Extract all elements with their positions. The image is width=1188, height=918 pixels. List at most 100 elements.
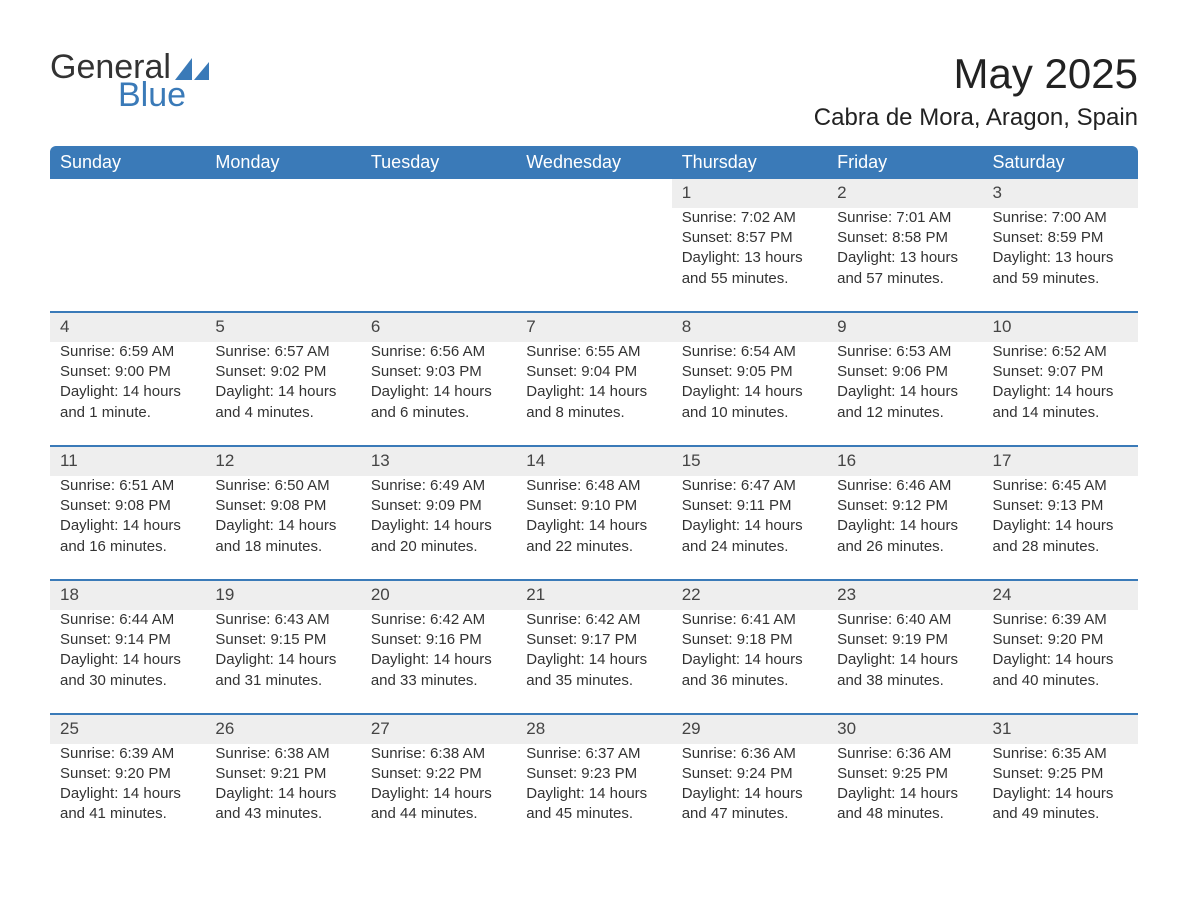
day-info-cell: Sunrise: 6:52 AMSunset: 9:07 PMDaylight:…	[983, 342, 1138, 446]
daylight-text-line1: Daylight: 14 hours	[526, 382, 661, 402]
daylight-text-line2: and 20 minutes.	[371, 537, 506, 557]
day-number-cell: 22	[672, 580, 827, 610]
sunrise-text: Sunrise: 6:47 AM	[682, 476, 817, 496]
sunset-text: Sunset: 9:08 PM	[215, 496, 350, 516]
day-info-cell: Sunrise: 6:42 AMSunset: 9:17 PMDaylight:…	[516, 610, 671, 714]
daylight-text-line2: and 28 minutes.	[993, 537, 1128, 557]
daylight-text-line2: and 55 minutes.	[682, 269, 817, 289]
daylight-text-line2: and 24 minutes.	[682, 537, 817, 557]
sunrise-text: Sunrise: 6:37 AM	[526, 744, 661, 764]
day-number-cell: 16	[827, 446, 982, 476]
daylight-text-line1: Daylight: 14 hours	[215, 516, 350, 536]
sunrise-text: Sunrise: 7:02 AM	[682, 208, 817, 228]
sunrise-text: Sunrise: 6:48 AM	[526, 476, 661, 496]
sunrise-text: Sunrise: 6:59 AM	[60, 342, 195, 362]
sunrise-text: Sunrise: 6:40 AM	[837, 610, 972, 630]
daylight-text-line1: Daylight: 14 hours	[682, 516, 817, 536]
sunrise-text: Sunrise: 6:38 AM	[215, 744, 350, 764]
sunset-text: Sunset: 9:04 PM	[526, 362, 661, 382]
daylight-text-line1: Daylight: 14 hours	[837, 516, 972, 536]
sunset-text: Sunset: 9:07 PM	[993, 362, 1128, 382]
daylight-text-line2: and 6 minutes.	[371, 403, 506, 423]
daynum-row: 25262728293031	[50, 714, 1138, 744]
daylight-text-line1: Daylight: 14 hours	[682, 784, 817, 804]
daylight-text-line1: Daylight: 14 hours	[215, 650, 350, 670]
day-number-cell: 9	[827, 312, 982, 342]
sunset-text: Sunset: 9:16 PM	[371, 630, 506, 650]
day-info-cell: Sunrise: 6:36 AMSunset: 9:24 PMDaylight:…	[672, 744, 827, 847]
daylight-text-line2: and 30 minutes.	[60, 671, 195, 691]
info-row: Sunrise: 6:39 AMSunset: 9:20 PMDaylight:…	[50, 744, 1138, 847]
sunrise-text: Sunrise: 6:55 AM	[526, 342, 661, 362]
day-info-cell: Sunrise: 6:40 AMSunset: 9:19 PMDaylight:…	[827, 610, 982, 714]
weekday-header: Thursday	[672, 146, 827, 179]
day-number-cell: 31	[983, 714, 1138, 744]
daylight-text-line2: and 10 minutes.	[682, 403, 817, 423]
daylight-text-line2: and 1 minute.	[60, 403, 195, 423]
day-number-cell: 1	[672, 179, 827, 208]
daylight-text-line2: and 31 minutes.	[215, 671, 350, 691]
day-info-cell: Sunrise: 6:43 AMSunset: 9:15 PMDaylight:…	[205, 610, 360, 714]
info-row: Sunrise: 7:02 AMSunset: 8:57 PMDaylight:…	[50, 208, 1138, 312]
sunset-text: Sunset: 9:22 PM	[371, 764, 506, 784]
sunrise-text: Sunrise: 6:42 AM	[371, 610, 506, 630]
daylight-text-line1: Daylight: 14 hours	[371, 516, 506, 536]
info-row: Sunrise: 6:59 AMSunset: 9:00 PMDaylight:…	[50, 342, 1138, 446]
sunrise-text: Sunrise: 6:41 AM	[682, 610, 817, 630]
daylight-text-line2: and 14 minutes.	[993, 403, 1128, 423]
daylight-text-line1: Daylight: 14 hours	[60, 784, 195, 804]
daylight-text-line1: Daylight: 14 hours	[837, 650, 972, 670]
sunset-text: Sunset: 9:25 PM	[837, 764, 972, 784]
sunset-text: Sunset: 9:13 PM	[993, 496, 1128, 516]
daylight-text-line1: Daylight: 14 hours	[371, 784, 506, 804]
daylight-text-line1: Daylight: 14 hours	[371, 382, 506, 402]
month-title: May 2025	[814, 50, 1138, 98]
sunrise-text: Sunrise: 6:57 AM	[215, 342, 350, 362]
sunset-text: Sunset: 8:57 PM	[682, 228, 817, 248]
weekday-header: Wednesday	[516, 146, 671, 179]
daylight-text-line2: and 59 minutes.	[993, 269, 1128, 289]
sunset-text: Sunset: 8:59 PM	[993, 228, 1128, 248]
sunset-text: Sunset: 9:11 PM	[682, 496, 817, 516]
sunrise-text: Sunrise: 6:39 AM	[60, 744, 195, 764]
day-info-cell: Sunrise: 6:53 AMSunset: 9:06 PMDaylight:…	[827, 342, 982, 446]
day-info-cell	[361, 208, 516, 312]
day-number-cell: 21	[516, 580, 671, 610]
day-number-cell: 26	[205, 714, 360, 744]
sunset-text: Sunset: 9:14 PM	[60, 630, 195, 650]
day-info-cell: Sunrise: 6:38 AMSunset: 9:22 PMDaylight:…	[361, 744, 516, 847]
daynum-row: 123	[50, 179, 1138, 208]
day-info-cell: Sunrise: 6:35 AMSunset: 9:25 PMDaylight:…	[983, 744, 1138, 847]
weekday-header-row: Sunday Monday Tuesday Wednesday Thursday…	[50, 146, 1138, 179]
day-number-cell: 20	[361, 580, 516, 610]
sunset-text: Sunset: 9:17 PM	[526, 630, 661, 650]
day-info-cell: Sunrise: 6:39 AMSunset: 9:20 PMDaylight:…	[50, 744, 205, 847]
day-number-cell: 28	[516, 714, 671, 744]
sunset-text: Sunset: 9:05 PM	[682, 362, 817, 382]
sunrise-text: Sunrise: 6:50 AM	[215, 476, 350, 496]
info-row: Sunrise: 6:51 AMSunset: 9:08 PMDaylight:…	[50, 476, 1138, 580]
day-number-cell: 30	[827, 714, 982, 744]
day-number-cell: 7	[516, 312, 671, 342]
location-subtitle: Cabra de Mora, Aragon, Spain	[814, 104, 1138, 132]
day-number-cell	[516, 179, 671, 208]
sunset-text: Sunset: 9:09 PM	[371, 496, 506, 516]
day-info-cell	[50, 208, 205, 312]
daynum-row: 11121314151617	[50, 446, 1138, 476]
day-number-cell: 5	[205, 312, 360, 342]
day-info-cell: Sunrise: 6:46 AMSunset: 9:12 PMDaylight:…	[827, 476, 982, 580]
daylight-text-line1: Daylight: 14 hours	[837, 784, 972, 804]
sunrise-text: Sunrise: 6:51 AM	[60, 476, 195, 496]
daylight-text-line1: Daylight: 14 hours	[60, 382, 195, 402]
day-number-cell: 11	[50, 446, 205, 476]
day-number-cell: 27	[361, 714, 516, 744]
info-row: Sunrise: 6:44 AMSunset: 9:14 PMDaylight:…	[50, 610, 1138, 714]
daylight-text-line1: Daylight: 13 hours	[682, 248, 817, 268]
sunrise-text: Sunrise: 7:00 AM	[993, 208, 1128, 228]
daylight-text-line2: and 43 minutes.	[215, 804, 350, 824]
sunrise-text: Sunrise: 6:53 AM	[837, 342, 972, 362]
day-number-cell: 19	[205, 580, 360, 610]
daylight-text-line2: and 44 minutes.	[371, 804, 506, 824]
daylight-text-line2: and 16 minutes.	[60, 537, 195, 557]
sunset-text: Sunset: 9:08 PM	[60, 496, 195, 516]
